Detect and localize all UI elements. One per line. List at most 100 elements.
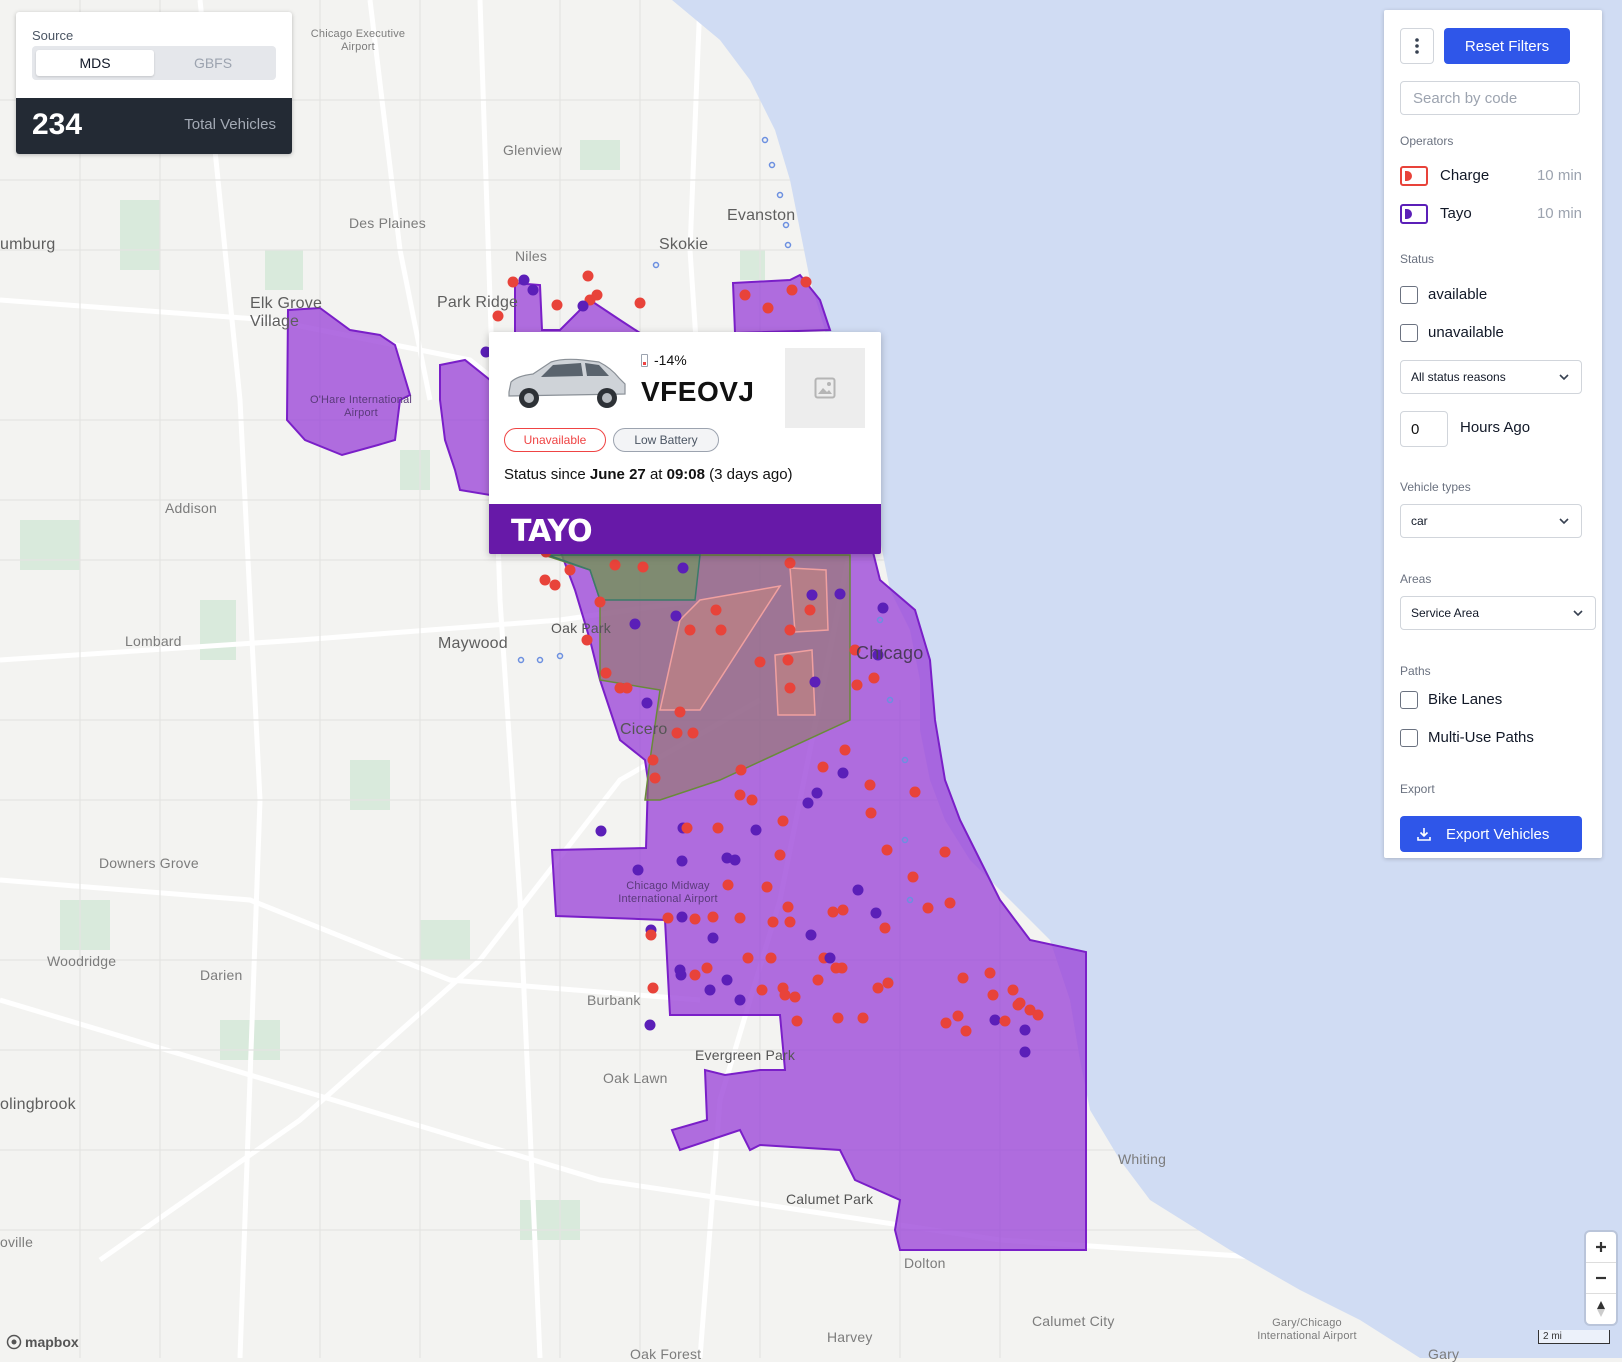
vehicle-marker-charge[interactable] bbox=[782, 654, 794, 666]
operator-swatch-charge[interactable] bbox=[1400, 166, 1428, 186]
vehicle-type-select[interactable]: car bbox=[1400, 504, 1582, 538]
vehicle-marker-charge[interactable] bbox=[549, 579, 561, 591]
source-option-mds[interactable]: MDS bbox=[36, 50, 154, 76]
vehicle-marker-tayo[interactable] bbox=[806, 589, 818, 601]
vehicle-marker-charge[interactable] bbox=[837, 904, 849, 916]
vehicle-marker-tayo[interactable] bbox=[824, 952, 836, 964]
vehicle-marker-charge[interactable] bbox=[987, 989, 999, 1001]
operator-row-tayo[interactable]: Tayo 10 min bbox=[1400, 202, 1582, 228]
vehicle-marker-charge[interactable] bbox=[960, 1025, 972, 1037]
vehicle-marker-charge[interactable] bbox=[909, 786, 921, 798]
hours-ago-input[interactable]: 0 bbox=[1400, 411, 1448, 447]
zoom-in-button[interactable] bbox=[1586, 1232, 1616, 1262]
vehicle-marker-charge[interactable] bbox=[715, 624, 727, 636]
vehicle-marker-charge[interactable] bbox=[784, 682, 796, 694]
vehicle-marker-tayo[interactable] bbox=[750, 824, 762, 836]
vehicle-marker-charge[interactable] bbox=[637, 561, 649, 573]
vehicle-marker-charge[interactable] bbox=[868, 672, 880, 684]
vehicle-marker-charge[interactable] bbox=[756, 984, 768, 996]
vehicle-marker-charge[interactable] bbox=[940, 1017, 952, 1029]
bike-lanes-checkbox[interactable] bbox=[1400, 691, 1418, 709]
vehicle-marker-charge[interactable] bbox=[742, 952, 754, 964]
vehicle-marker-charge[interactable] bbox=[594, 596, 606, 608]
vehicle-marker-charge[interactable] bbox=[786, 284, 798, 296]
multi-use-paths-checkbox[interactable] bbox=[1400, 729, 1418, 747]
vehicle-marker-charge[interactable] bbox=[800, 276, 812, 288]
vehicle-marker-charge[interactable] bbox=[600, 667, 612, 679]
vehicle-marker-charge[interactable] bbox=[832, 1012, 844, 1024]
vehicle-marker-charge[interactable] bbox=[1032, 1009, 1044, 1021]
vehicle-photo-placeholder[interactable] bbox=[785, 348, 865, 428]
vehicle-marker-charge[interactable] bbox=[689, 969, 701, 981]
vehicle-marker-charge[interactable] bbox=[684, 624, 696, 636]
source-option-gbfs[interactable]: GBFS bbox=[193, 55, 233, 71]
vehicle-marker-charge[interactable] bbox=[762, 302, 774, 314]
vehicle-marker-charge[interactable] bbox=[681, 822, 693, 834]
vehicle-marker-tayo[interactable] bbox=[676, 911, 688, 923]
vehicle-marker-tayo[interactable] bbox=[1019, 1024, 1031, 1036]
vehicle-marker-charge[interactable] bbox=[734, 789, 746, 801]
vehicle-marker-charge[interactable] bbox=[735, 764, 747, 776]
vehicle-marker-charge[interactable] bbox=[784, 624, 796, 636]
vehicle-marker-tayo[interactable] bbox=[595, 825, 607, 837]
status-reason-select[interactable]: All status reasons bbox=[1400, 360, 1582, 394]
vehicle-marker-charge[interactable] bbox=[1024, 1004, 1036, 1016]
vehicle-marker-charge[interactable] bbox=[634, 297, 646, 309]
vehicle-marker-charge[interactable] bbox=[754, 656, 766, 668]
vehicle-marker-charge[interactable] bbox=[839, 744, 851, 756]
vehicle-marker-tayo[interactable] bbox=[480, 346, 492, 358]
vehicle-marker-tayo[interactable] bbox=[837, 767, 849, 779]
status-available-checkbox[interactable] bbox=[1400, 286, 1418, 304]
vehicle-marker-tayo[interactable] bbox=[834, 588, 846, 600]
vehicle-marker-charge[interactable] bbox=[767, 916, 779, 928]
vehicle-marker-charge[interactable] bbox=[647, 982, 659, 994]
vehicle-marker-charge[interactable] bbox=[551, 299, 563, 311]
vehicle-marker-charge[interactable] bbox=[1012, 999, 1024, 1011]
vehicle-marker-charge[interactable] bbox=[492, 310, 504, 322]
vehicle-marker-charge[interactable] bbox=[701, 962, 713, 974]
vehicle-marker-charge[interactable] bbox=[689, 913, 701, 925]
vehicle-marker-tayo[interactable] bbox=[518, 274, 530, 286]
vehicle-marker-tayo[interactable] bbox=[707, 932, 719, 944]
vehicle-marker-charge[interactable] bbox=[784, 916, 796, 928]
vehicle-marker-charge[interactable] bbox=[922, 902, 934, 914]
vehicle-marker-charge[interactable] bbox=[804, 604, 816, 616]
vehicle-marker-charge[interactable] bbox=[812, 974, 824, 986]
vehicle-marker-charge[interactable] bbox=[707, 911, 719, 923]
zoom-out-button[interactable] bbox=[1586, 1263, 1616, 1293]
vehicle-marker-tayo[interactable] bbox=[677, 562, 689, 574]
vehicle-marker-charge[interactable] bbox=[865, 807, 877, 819]
vehicle-marker-charge[interactable] bbox=[984, 967, 996, 979]
vehicle-marker-charge[interactable] bbox=[539, 574, 551, 586]
vehicle-marker-tayo[interactable] bbox=[644, 1019, 656, 1031]
vehicle-marker-tayo[interactable] bbox=[989, 1014, 1001, 1026]
vehicle-marker-charge[interactable] bbox=[907, 871, 919, 883]
search-input[interactable] bbox=[1400, 81, 1580, 115]
vehicle-marker-tayo[interactable] bbox=[809, 676, 821, 688]
menu-button[interactable] bbox=[1400, 28, 1434, 64]
vehicle-marker-tayo[interactable] bbox=[676, 855, 688, 867]
vehicle-marker-tayo[interactable] bbox=[632, 864, 644, 876]
reset-filters-button[interactable]: Reset Filters bbox=[1444, 28, 1570, 64]
vehicle-marker-charge[interactable] bbox=[591, 289, 603, 301]
vehicle-marker-charge[interactable] bbox=[879, 922, 891, 934]
vehicle-marker-tayo[interactable] bbox=[721, 974, 733, 986]
vehicle-marker-charge[interactable] bbox=[836, 962, 848, 974]
vehicle-marker-charge[interactable] bbox=[957, 972, 969, 984]
operator-row-charge[interactable]: Charge 10 min bbox=[1400, 164, 1582, 190]
vehicle-marker-tayo[interactable] bbox=[811, 787, 823, 799]
vehicle-marker-charge[interactable] bbox=[645, 929, 657, 941]
vehicle-marker-charge[interactable] bbox=[864, 779, 876, 791]
vehicle-marker-charge[interactable] bbox=[827, 906, 839, 918]
vehicle-marker-charge[interactable] bbox=[952, 1010, 964, 1022]
vehicle-marker-charge[interactable] bbox=[881, 844, 893, 856]
vehicle-marker-charge[interactable] bbox=[621, 682, 633, 694]
vehicle-marker-charge[interactable] bbox=[734, 912, 746, 924]
vehicle-marker-charge[interactable] bbox=[671, 727, 683, 739]
vehicle-marker-tayo[interactable] bbox=[805, 929, 817, 941]
vehicle-marker-charge[interactable] bbox=[722, 879, 734, 891]
vehicle-marker-charge[interactable] bbox=[882, 977, 894, 989]
vehicle-marker-charge[interactable] bbox=[791, 1015, 803, 1027]
vehicle-marker-tayo[interactable] bbox=[1019, 1046, 1031, 1058]
